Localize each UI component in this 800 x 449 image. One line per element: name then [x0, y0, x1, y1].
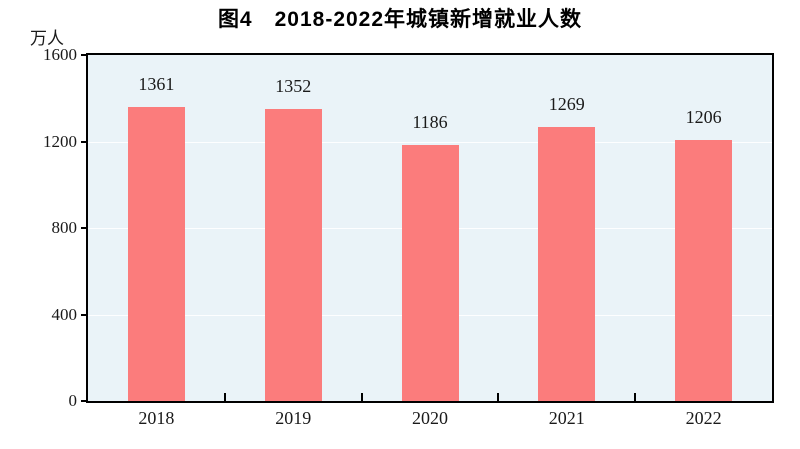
bar-2018 — [127, 106, 185, 401]
bar-value-label-2018: 1361 — [138, 73, 175, 94]
y-axis-tick-mark-0 — [81, 400, 88, 402]
bar-2019 — [264, 108, 322, 401]
y-axis-tick-label-1200: 1200 — [43, 131, 77, 151]
x-axis-tick-mark-1 — [223, 393, 226, 401]
x-axis-tick-label-2022: 2022 — [685, 408, 722, 428]
y-axis-tick-mark-1600 — [81, 54, 88, 56]
x-axis-tick-label-2018: 2018 — [138, 408, 175, 428]
y-axis-tick-mark-800 — [81, 227, 88, 229]
bar-value-label-2020: 1186 — [412, 111, 448, 132]
y-axis-tick-label-0: 0 — [68, 391, 78, 410]
bar-2020 — [401, 144, 459, 401]
y-axis-tick-mark-400 — [81, 313, 88, 316]
y-axis-tick-label-800: 800 — [51, 218, 78, 237]
plot-area — [86, 53, 774, 403]
y-axis-tick-label-400: 400 — [51, 304, 78, 324]
bar-value-label-2022: 1206 — [685, 107, 722, 128]
chart-title: 图4 2018-2022年城镇新增就业人数 — [217, 8, 583, 31]
y-axis-tick-label-1600: 1600 — [43, 45, 77, 64]
bar-2021 — [538, 126, 596, 401]
bar-value-label-2021: 1269 — [548, 93, 585, 114]
x-axis-tick-mark-2 — [360, 393, 363, 401]
y-axis-tick-mark-1200 — [81, 140, 88, 143]
x-axis-tick-mark-4 — [634, 393, 637, 401]
y-axis-unit-label: 万人 — [30, 29, 64, 48]
bar-2022 — [675, 140, 733, 401]
bar-value-label-2019: 1352 — [275, 75, 312, 96]
gridline-1200 — [88, 141, 772, 143]
x-axis-tick-mark-3 — [497, 393, 500, 401]
x-axis-tick-label-2021: 2021 — [548, 408, 585, 428]
x-axis-tick-label-2020: 2020 — [412, 408, 448, 428]
x-axis-tick-label-2019: 2019 — [275, 408, 312, 428]
